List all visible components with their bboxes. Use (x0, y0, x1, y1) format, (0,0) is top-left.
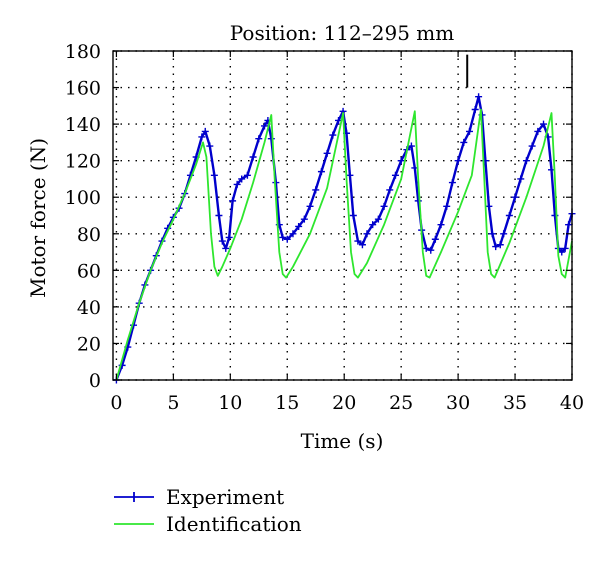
point-experiment (380, 202, 388, 210)
legend-identification-label: Identification (166, 512, 302, 536)
series-layer (112, 93, 576, 384)
point-experiment (500, 230, 508, 238)
x-tick-label: 5 (167, 392, 179, 414)
x-axis-label: Time (s) (301, 429, 384, 453)
point-experiment (427, 246, 435, 254)
point-experiment (198, 133, 206, 141)
point-experiment (443, 202, 451, 210)
y-tick-label: 20 (77, 333, 101, 355)
point-experiment (201, 127, 209, 135)
point-experiment (225, 233, 233, 241)
point-experiment (391, 171, 399, 179)
y-axis-label: Motor force (N) (26, 138, 50, 298)
point-experiment (218, 237, 226, 245)
axes-layer: 0 5 10 15 20 25 30 35 40 0 20 40 60 80 100 120 140 160 180 (65, 41, 584, 414)
point-experiment (505, 212, 513, 219)
x-tick-label: 10 (218, 392, 242, 414)
point-experiment (414, 197, 422, 205)
point-experiment (249, 153, 257, 161)
point-experiment (397, 157, 405, 165)
point-experiment (363, 230, 371, 238)
point-experiment (346, 171, 354, 179)
y-tick-label: 80 (77, 224, 101, 246)
y-tick-label: 120 (65, 151, 101, 173)
y-tick-label: 0 (89, 370, 101, 392)
point-experiment (289, 230, 297, 238)
point-experiment (267, 135, 275, 143)
point-experiment (454, 157, 462, 165)
x-tick-label: 15 (275, 392, 299, 414)
y-tick-label: 60 (77, 260, 101, 282)
point-experiment (260, 122, 268, 130)
point-experiment (255, 135, 263, 143)
point-experiment (222, 244, 230, 252)
point-experiment (369, 221, 377, 229)
point-experiment (215, 212, 223, 219)
x-tick-label: 25 (389, 392, 413, 414)
point-experiment (243, 171, 251, 179)
y-tick-label: 160 (65, 78, 101, 100)
x-tick-label: 20 (332, 392, 356, 414)
x-tick-label: 35 (503, 392, 527, 414)
point-experiment (517, 175, 525, 183)
point-experiment (407, 142, 415, 150)
point-experiment (561, 244, 569, 252)
point-experiment (306, 202, 314, 210)
point-experiment (540, 120, 548, 128)
x-tick-label: 0 (110, 392, 122, 414)
point-experiment (448, 179, 456, 187)
point-experiment (300, 215, 308, 223)
legend-experiment-label: Experiment (166, 485, 284, 509)
chart-title: Position: 112–295 mm (230, 21, 454, 45)
y-tick-label: 40 (77, 297, 101, 319)
y-tick-label: 140 (65, 114, 101, 136)
legend: Experiment Identification (114, 485, 302, 536)
point-experiment (358, 241, 366, 249)
point-experiment (475, 93, 483, 101)
point-experiment (528, 142, 536, 150)
point-experiment (431, 235, 439, 243)
point-experiment (283, 235, 291, 243)
point-experiment (492, 243, 500, 251)
point-experiment (534, 127, 542, 135)
x-tick-label: 30 (446, 392, 470, 414)
point-experiment (312, 186, 320, 194)
point-experiment (496, 241, 504, 249)
series-line-identification (115, 108, 573, 381)
point-experiment (238, 175, 246, 183)
y-tick-label: 100 (65, 187, 101, 209)
point-experiment (460, 138, 468, 146)
point-experiment (233, 180, 241, 188)
point-experiment (465, 127, 473, 135)
point-experiment (485, 202, 493, 210)
point-experiment (488, 230, 496, 238)
point-experiment (471, 105, 479, 113)
point-experiment (386, 186, 394, 194)
point-experiment (522, 157, 530, 165)
point-experiment (354, 237, 362, 245)
point-experiment (374, 215, 382, 223)
point-experiment (558, 248, 566, 256)
point-experiment (206, 142, 214, 150)
point-experiment (511, 193, 519, 201)
point-experiment (279, 233, 287, 241)
point-experiment (229, 197, 237, 205)
x-tick-label: 40 (560, 392, 584, 414)
point-experiment (329, 131, 337, 139)
y-tick-label: 180 (65, 41, 101, 63)
point-experiment (422, 244, 430, 252)
point-experiment (437, 221, 445, 229)
point-experiment (349, 212, 357, 219)
point-experiment (317, 168, 325, 176)
point-experiment (295, 222, 303, 230)
grid-layer (113, 50, 573, 381)
point-experiment (210, 171, 218, 179)
plot-frame (112, 50, 573, 381)
point-experiment (565, 221, 573, 229)
point-experiment (323, 149, 331, 157)
